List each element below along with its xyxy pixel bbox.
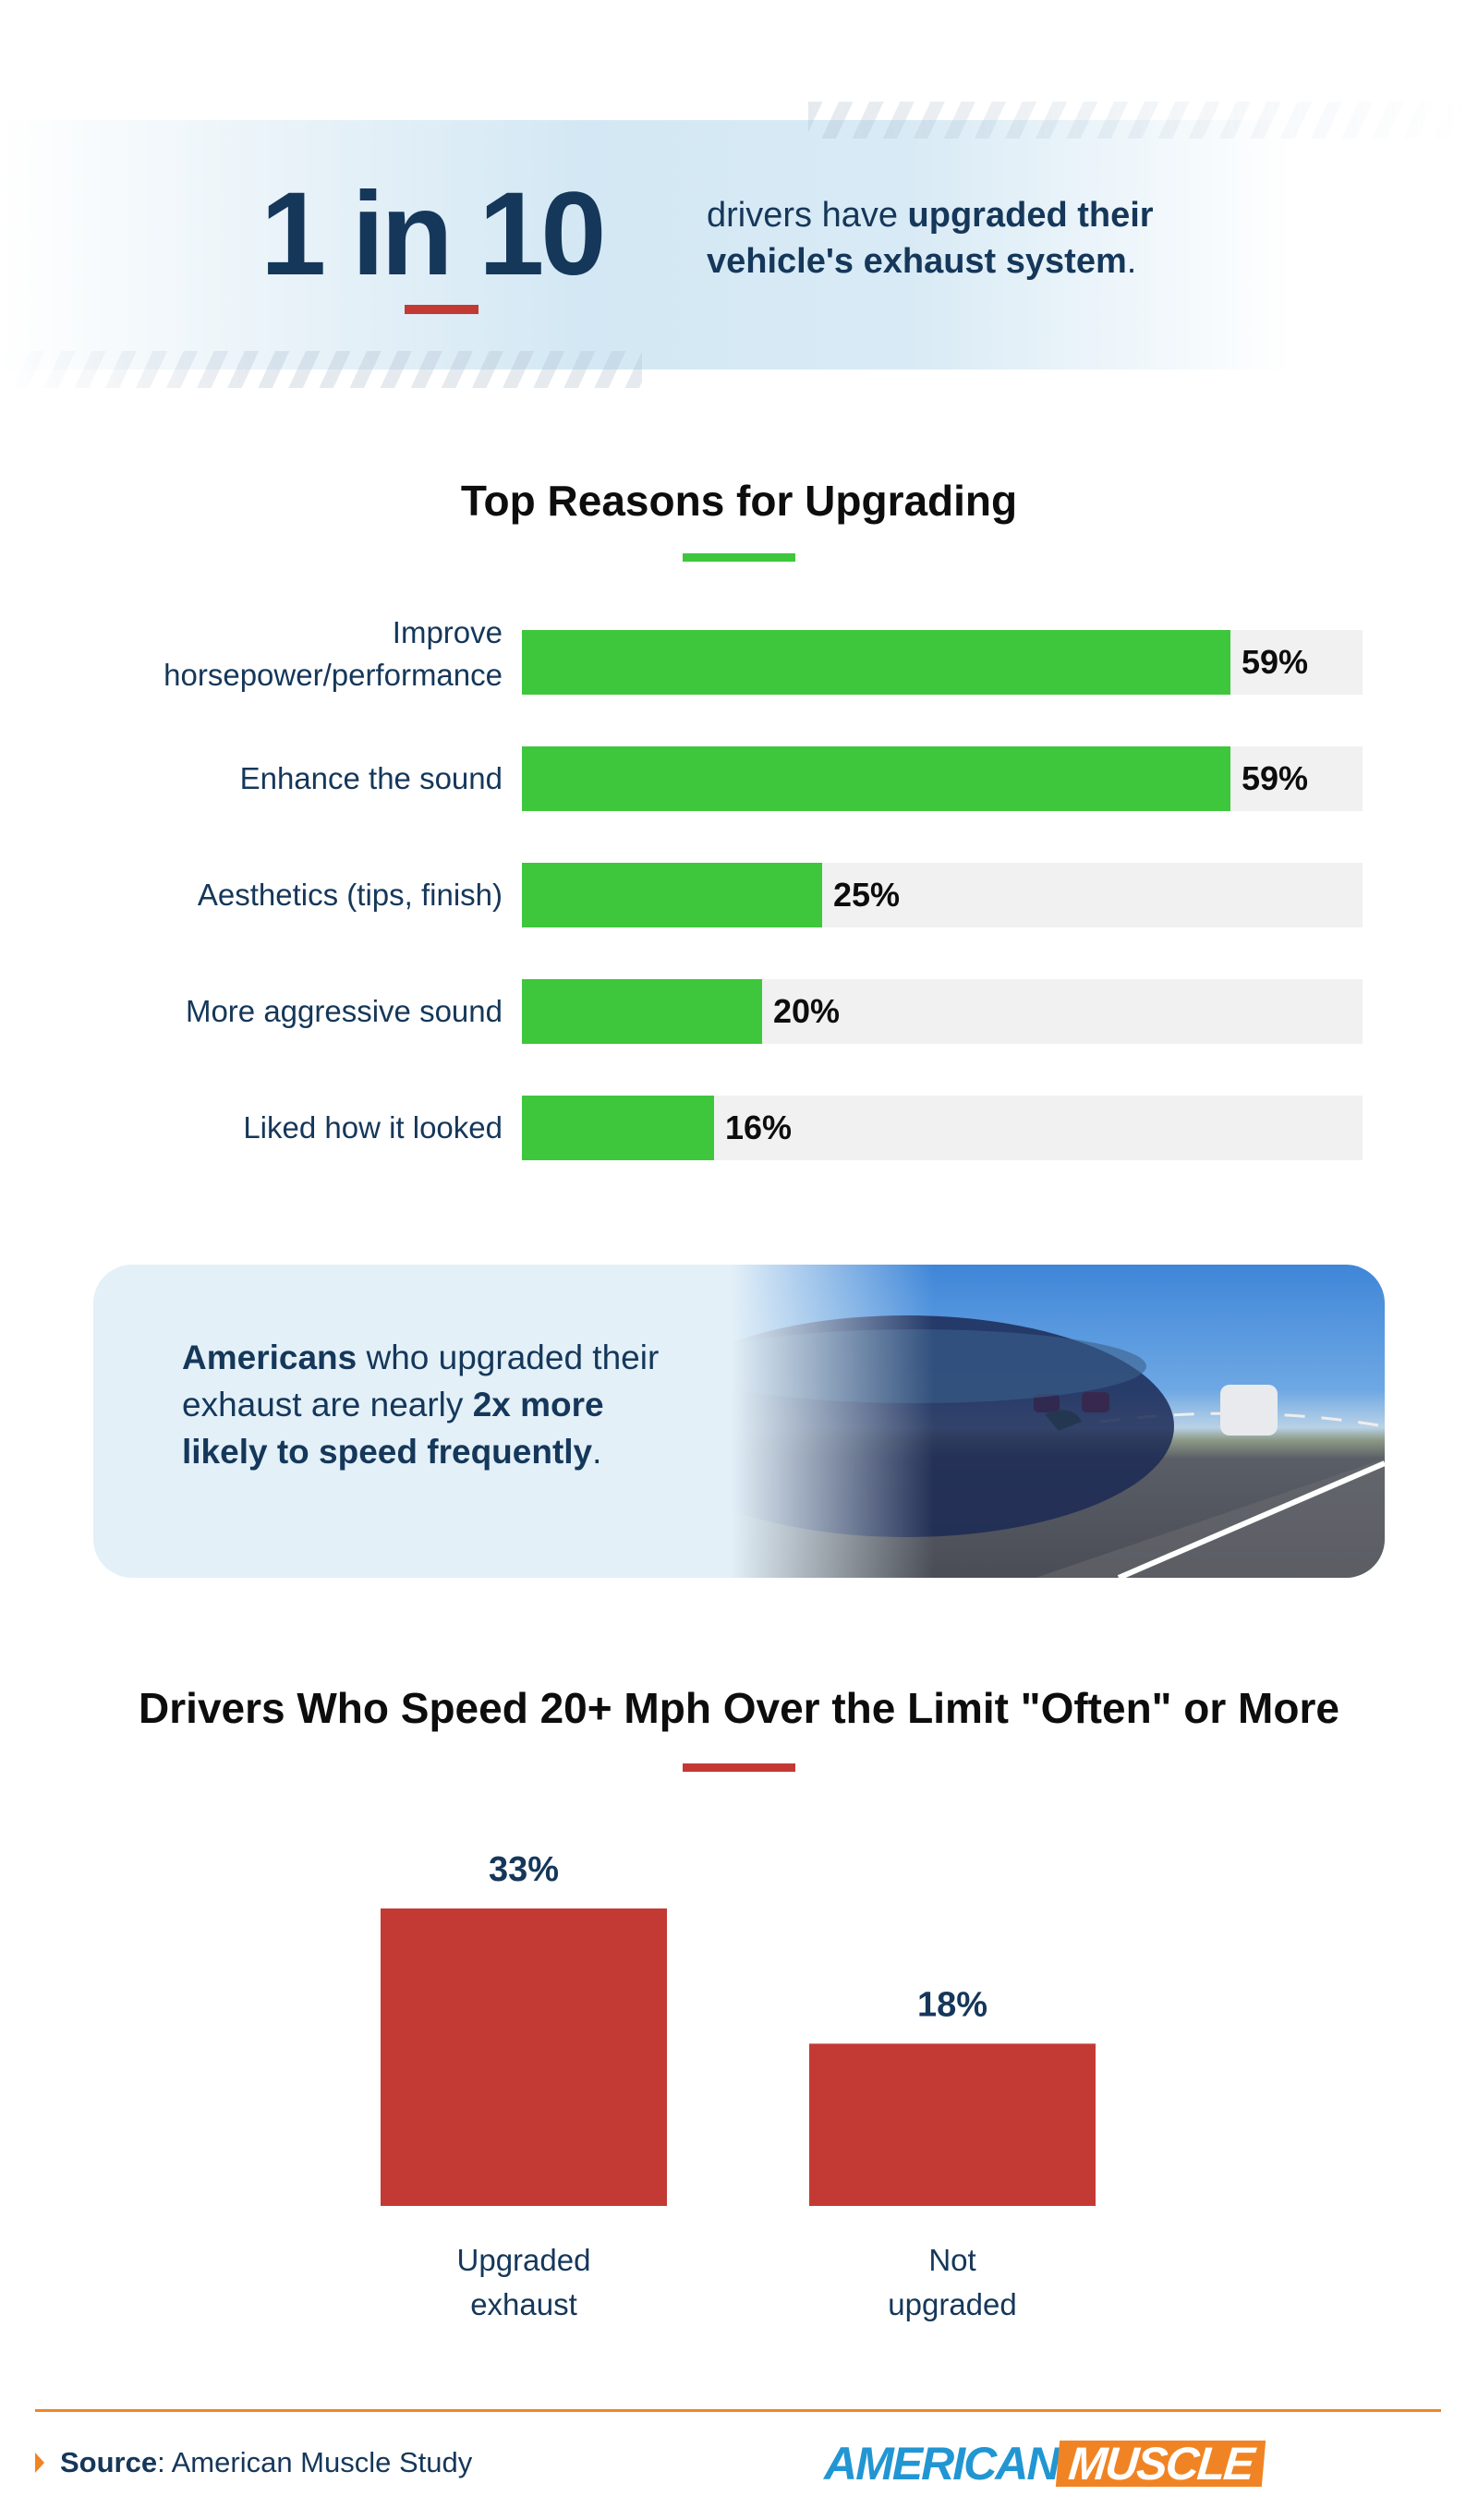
bar <box>809 2043 1096 2206</box>
bar <box>522 1096 714 1160</box>
bar-category-label: Upgraded exhaust <box>457 2243 591 2321</box>
bar-value-label: 59% <box>1242 759 1309 797</box>
bar-value-label: 20% <box>773 992 841 1030</box>
bar <box>522 630 1230 695</box>
bar-category-label: Liked how it looked <box>243 1110 503 1145</box>
big-stat: 1 in 10 <box>260 168 606 300</box>
americanmuscle-logo: AMERICAN MUSCLE <box>824 2438 1266 2490</box>
chevron-pattern-decoration <box>808 102 1473 139</box>
bar-value-label: 16% <box>725 1109 793 1146</box>
logo-part-american: AMERICAN <box>824 2438 1060 2490</box>
bar-category-label: Enhance the sound <box>239 761 503 795</box>
bar <box>522 746 1230 811</box>
source-text: : American Muscle Study <box>157 2446 473 2478</box>
bar-value-label: 59% <box>1242 643 1309 681</box>
source-label: Source <box>60 2446 158 2478</box>
text-run: who upgraded their exhaust are nearly <box>182 1339 660 1424</box>
chart-title-speeding: Drivers Who Speed 20+ Mph Over the Limit… <box>139 1684 1339 1732</box>
bar <box>522 979 762 1044</box>
emphasis-text: Americans <box>182 1339 357 1376</box>
text-run: drivers have <box>707 196 908 235</box>
bar <box>522 863 822 927</box>
stat-banner <box>0 120 1293 370</box>
stat-underline <box>405 305 479 314</box>
emphasis-text: upgraded their vehicle's exhaust system <box>707 196 1154 281</box>
speeding-car-photo <box>731 1265 1385 1578</box>
bar-value-label: 18% <box>917 1985 987 2024</box>
footer-divider <box>35 2409 1441 2412</box>
source-note: Source: American Muscle Study <box>60 2446 472 2479</box>
bar <box>381 1908 667 2206</box>
speeding-bar-chart: 33% Upgraded exhaust 18% Not upgraded <box>381 1850 1096 2321</box>
source-arrow-icon <box>35 2453 44 2473</box>
emphasis-text: 2x more likely to speed frequently <box>182 1386 604 1471</box>
bar-category-label: Improve horsepower/performance <box>164 615 503 692</box>
logo-part-muscle: MUSCLE <box>1056 2438 1266 2490</box>
text-run: . <box>1126 242 1137 281</box>
stat-description: drivers have upgraded their vehicle's ex… <box>707 192 1224 285</box>
bar-category-label: More aggressive sound <box>185 994 503 1028</box>
text-run: . <box>592 1433 602 1471</box>
title-underline <box>683 553 795 562</box>
chart-title-reasons: Top Reasons for Upgrading <box>460 477 1018 525</box>
callout-text: Americans who upgraded their exhaust are… <box>182 1334 662 1475</box>
bar-value-label: 25% <box>833 876 901 914</box>
bar-category-label: Aesthetics (tips, finish) <box>197 878 503 912</box>
title-underline <box>683 1763 795 1772</box>
speeding-callout-card: Americans who upgraded their exhaust are… <box>93 1265 1385 1578</box>
chevron-pattern-decoration <box>0 351 642 388</box>
bar-category-label: Not upgraded <box>888 2243 1016 2321</box>
bar-value-label: 33% <box>489 1850 559 1889</box>
